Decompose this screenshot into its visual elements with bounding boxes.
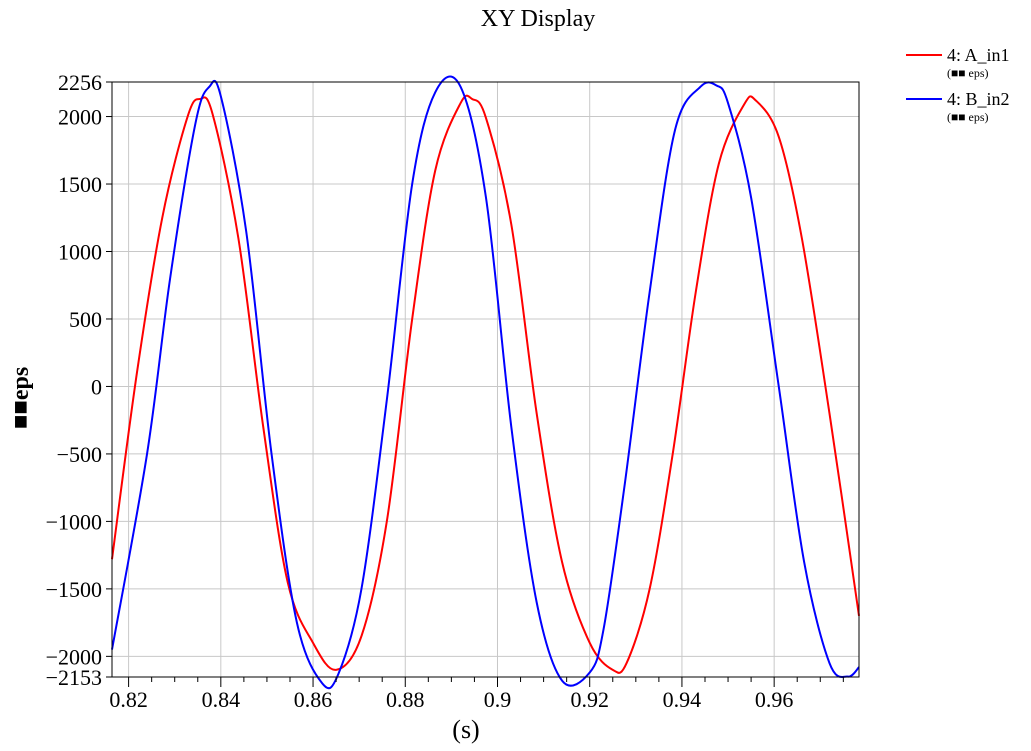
x-tick-label: 0.86 [294,687,333,712]
y-tick-label: −2153 [46,665,102,690]
y-axis: 2256 2000 1500 1000 500 0 −500 −1000 −1500 −2000−… [46,70,112,690]
x-axis: 0.82 0.84 0.86 0.88 0.9 0.92 0.94 0.96 [109,677,844,712]
series-layer [111,75,860,690]
x-tick-label: 0.92 [570,687,609,712]
y-tick-label: 2000 [58,105,102,130]
legend-label: 4: B_in2 [947,89,1010,109]
x-tick-label: 0.9 [484,687,512,712]
y-tick-label: 2256 [58,70,102,95]
legend: 4: A_in1(■■ eps)4: B_in2(■■ eps) [906,45,1010,124]
y-tick-label: 1500 [58,172,102,197]
y-tick-label: −500 [57,442,102,467]
legend-label: 4: A_in1 [947,45,1010,65]
y-tick-label: −2000 [46,644,102,669]
legend-unit: (■■ eps) [947,66,988,80]
y-tick-label: 1000 [58,239,102,264]
chart-title: XY Display [481,6,595,32]
x-tick-label: 0.82 [109,687,148,712]
x-tick-label: 0.96 [755,687,794,712]
x-tick-label: 0.94 [663,687,702,712]
x-axis-label: (s) [452,715,479,744]
x-tick-label: 0.88 [386,687,425,712]
legend-unit: (■■ eps) [947,110,988,124]
y-tick-label: 0 [91,374,102,399]
x-tick-label: 0.84 [202,687,241,712]
series-line [111,75,860,690]
grid-lines [112,81,859,678]
y-axis-label: ■■eps [8,367,34,429]
plot-frame [111,81,860,678]
series-line [111,94,860,674]
y-tick-label: −1000 [46,509,102,534]
y-tick-label: 500 [69,307,102,332]
y-tick-label: −1500 [46,577,102,602]
